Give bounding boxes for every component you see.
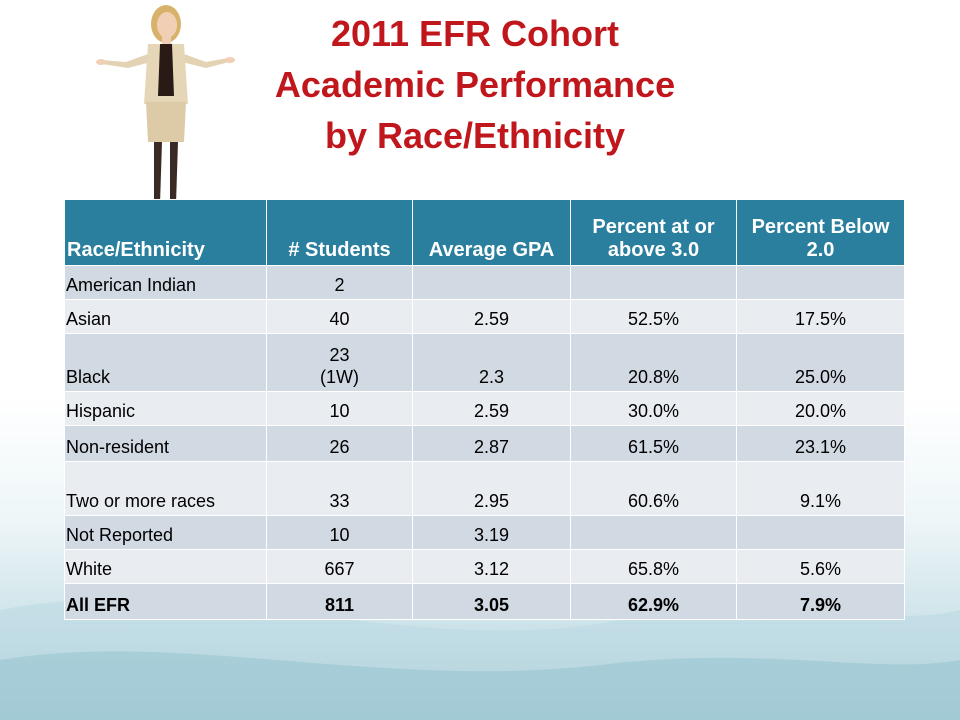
background-wave: [0, 599, 960, 720]
header-percent-above-3: Percent at or above 3.0: [570, 199, 737, 266]
students-count: 23: [329, 345, 350, 365]
table-header-row: Race/Ethnicity # Students Average GPA Pe…: [64, 199, 905, 266]
cell-pct-below-2: 17.5%: [736, 299, 905, 334]
cell-gpa: 3.19: [412, 515, 571, 550]
cell-pct-above-3: 60.6%: [570, 461, 737, 516]
cell-pct-above-3: [570, 265, 737, 300]
cell-students: 667: [266, 549, 413, 584]
table-row: White 667 3.12 65.8% 5.6%: [64, 549, 905, 584]
cell-group: Black: [64, 333, 267, 392]
cell-students: 23 (1W): [266, 333, 413, 392]
cell-pct-below-2: 9.1%: [736, 461, 905, 516]
slide-title: 2011 EFR Cohort Academic Performance by …: [210, 8, 740, 161]
students-note: (1W): [320, 367, 359, 387]
cell-gpa: 3.12: [412, 549, 571, 584]
table-total-row: All EFR 811 3.05 62.9% 7.9%: [64, 583, 905, 620]
cell-pct-above-3: 61.5%: [570, 425, 737, 462]
table-row: Not Reported 10 3.19: [64, 515, 905, 550]
header-race-ethnicity: Race/Ethnicity: [64, 199, 267, 266]
slide-title-line-2: Academic Performance: [274, 64, 676, 105]
cell-students: 40: [266, 299, 413, 334]
cell-pct-below-2: [736, 515, 905, 550]
cell-gpa: [412, 265, 571, 300]
cell-gpa: 2.59: [412, 299, 571, 334]
cell-group: White: [64, 549, 267, 584]
cell-gpa: 2.95: [412, 461, 571, 516]
cell-pct-below-2: [736, 265, 905, 300]
cell-group: Asian: [64, 299, 267, 334]
cell-students: 10: [266, 391, 413, 426]
cell-pct-above-3: 52.5%: [570, 299, 737, 334]
table-row: American Indian 2: [64, 265, 905, 300]
cell-gpa: 2.3: [412, 333, 571, 392]
cell-students: 26: [266, 425, 413, 462]
cell-pct-above-3: 20.8%: [570, 333, 737, 392]
header-percent-below-2: Percent Below 2.0: [736, 199, 905, 266]
cell-group: Non-resident: [64, 425, 267, 462]
cell-group: Not Reported: [64, 515, 267, 550]
cell-pct-below-2: 20.0%: [736, 391, 905, 426]
header-students: # Students: [266, 199, 413, 266]
cell-pct-above-3: [570, 515, 737, 550]
cell-gpa: 2.87: [412, 425, 571, 462]
cell-pct-below-2: 23.1%: [736, 425, 905, 462]
cell-students: 33: [266, 461, 413, 516]
table-row: Hispanic 10 2.59 30.0% 20.0%: [64, 391, 905, 426]
cell-pct-below-2: 7.9%: [736, 583, 905, 620]
cell-gpa: 3.05: [412, 583, 571, 620]
slide-title-line-3: by Race/Ethnicity: [324, 115, 626, 156]
cell-group: Hispanic: [64, 391, 267, 426]
table-row: Non-resident 26 2.87 61.5% 23.1%: [64, 425, 905, 462]
cell-pct-below-2: 5.6%: [736, 549, 905, 584]
cell-students: 2: [266, 265, 413, 300]
cell-gpa: 2.59: [412, 391, 571, 426]
cell-students: 10: [266, 515, 413, 550]
cell-group: American Indian: [64, 265, 267, 300]
cell-group: All EFR: [64, 583, 267, 620]
table-row: Two or more races 33 2.95 60.6% 9.1%: [64, 461, 905, 516]
table-row: Black 23 (1W) 2.3 20.8% 25.0%: [64, 333, 905, 392]
cell-pct-above-3: 65.8%: [570, 549, 737, 584]
cell-pct-above-3: 30.0%: [570, 391, 737, 426]
header-average-gpa: Average GPA: [412, 199, 571, 266]
cell-pct-above-3: 62.9%: [570, 583, 737, 620]
slide-title-line-1: 2011 EFR Cohort: [330, 13, 620, 54]
performance-table: Race/Ethnicity # Students Average GPA Pe…: [64, 199, 905, 620]
cell-pct-below-2: 25.0%: [736, 333, 905, 392]
table-row: Asian 40 2.59 52.5% 17.5%: [64, 299, 905, 334]
cell-group: Two or more races: [64, 461, 267, 516]
cell-students: 811: [266, 583, 413, 620]
